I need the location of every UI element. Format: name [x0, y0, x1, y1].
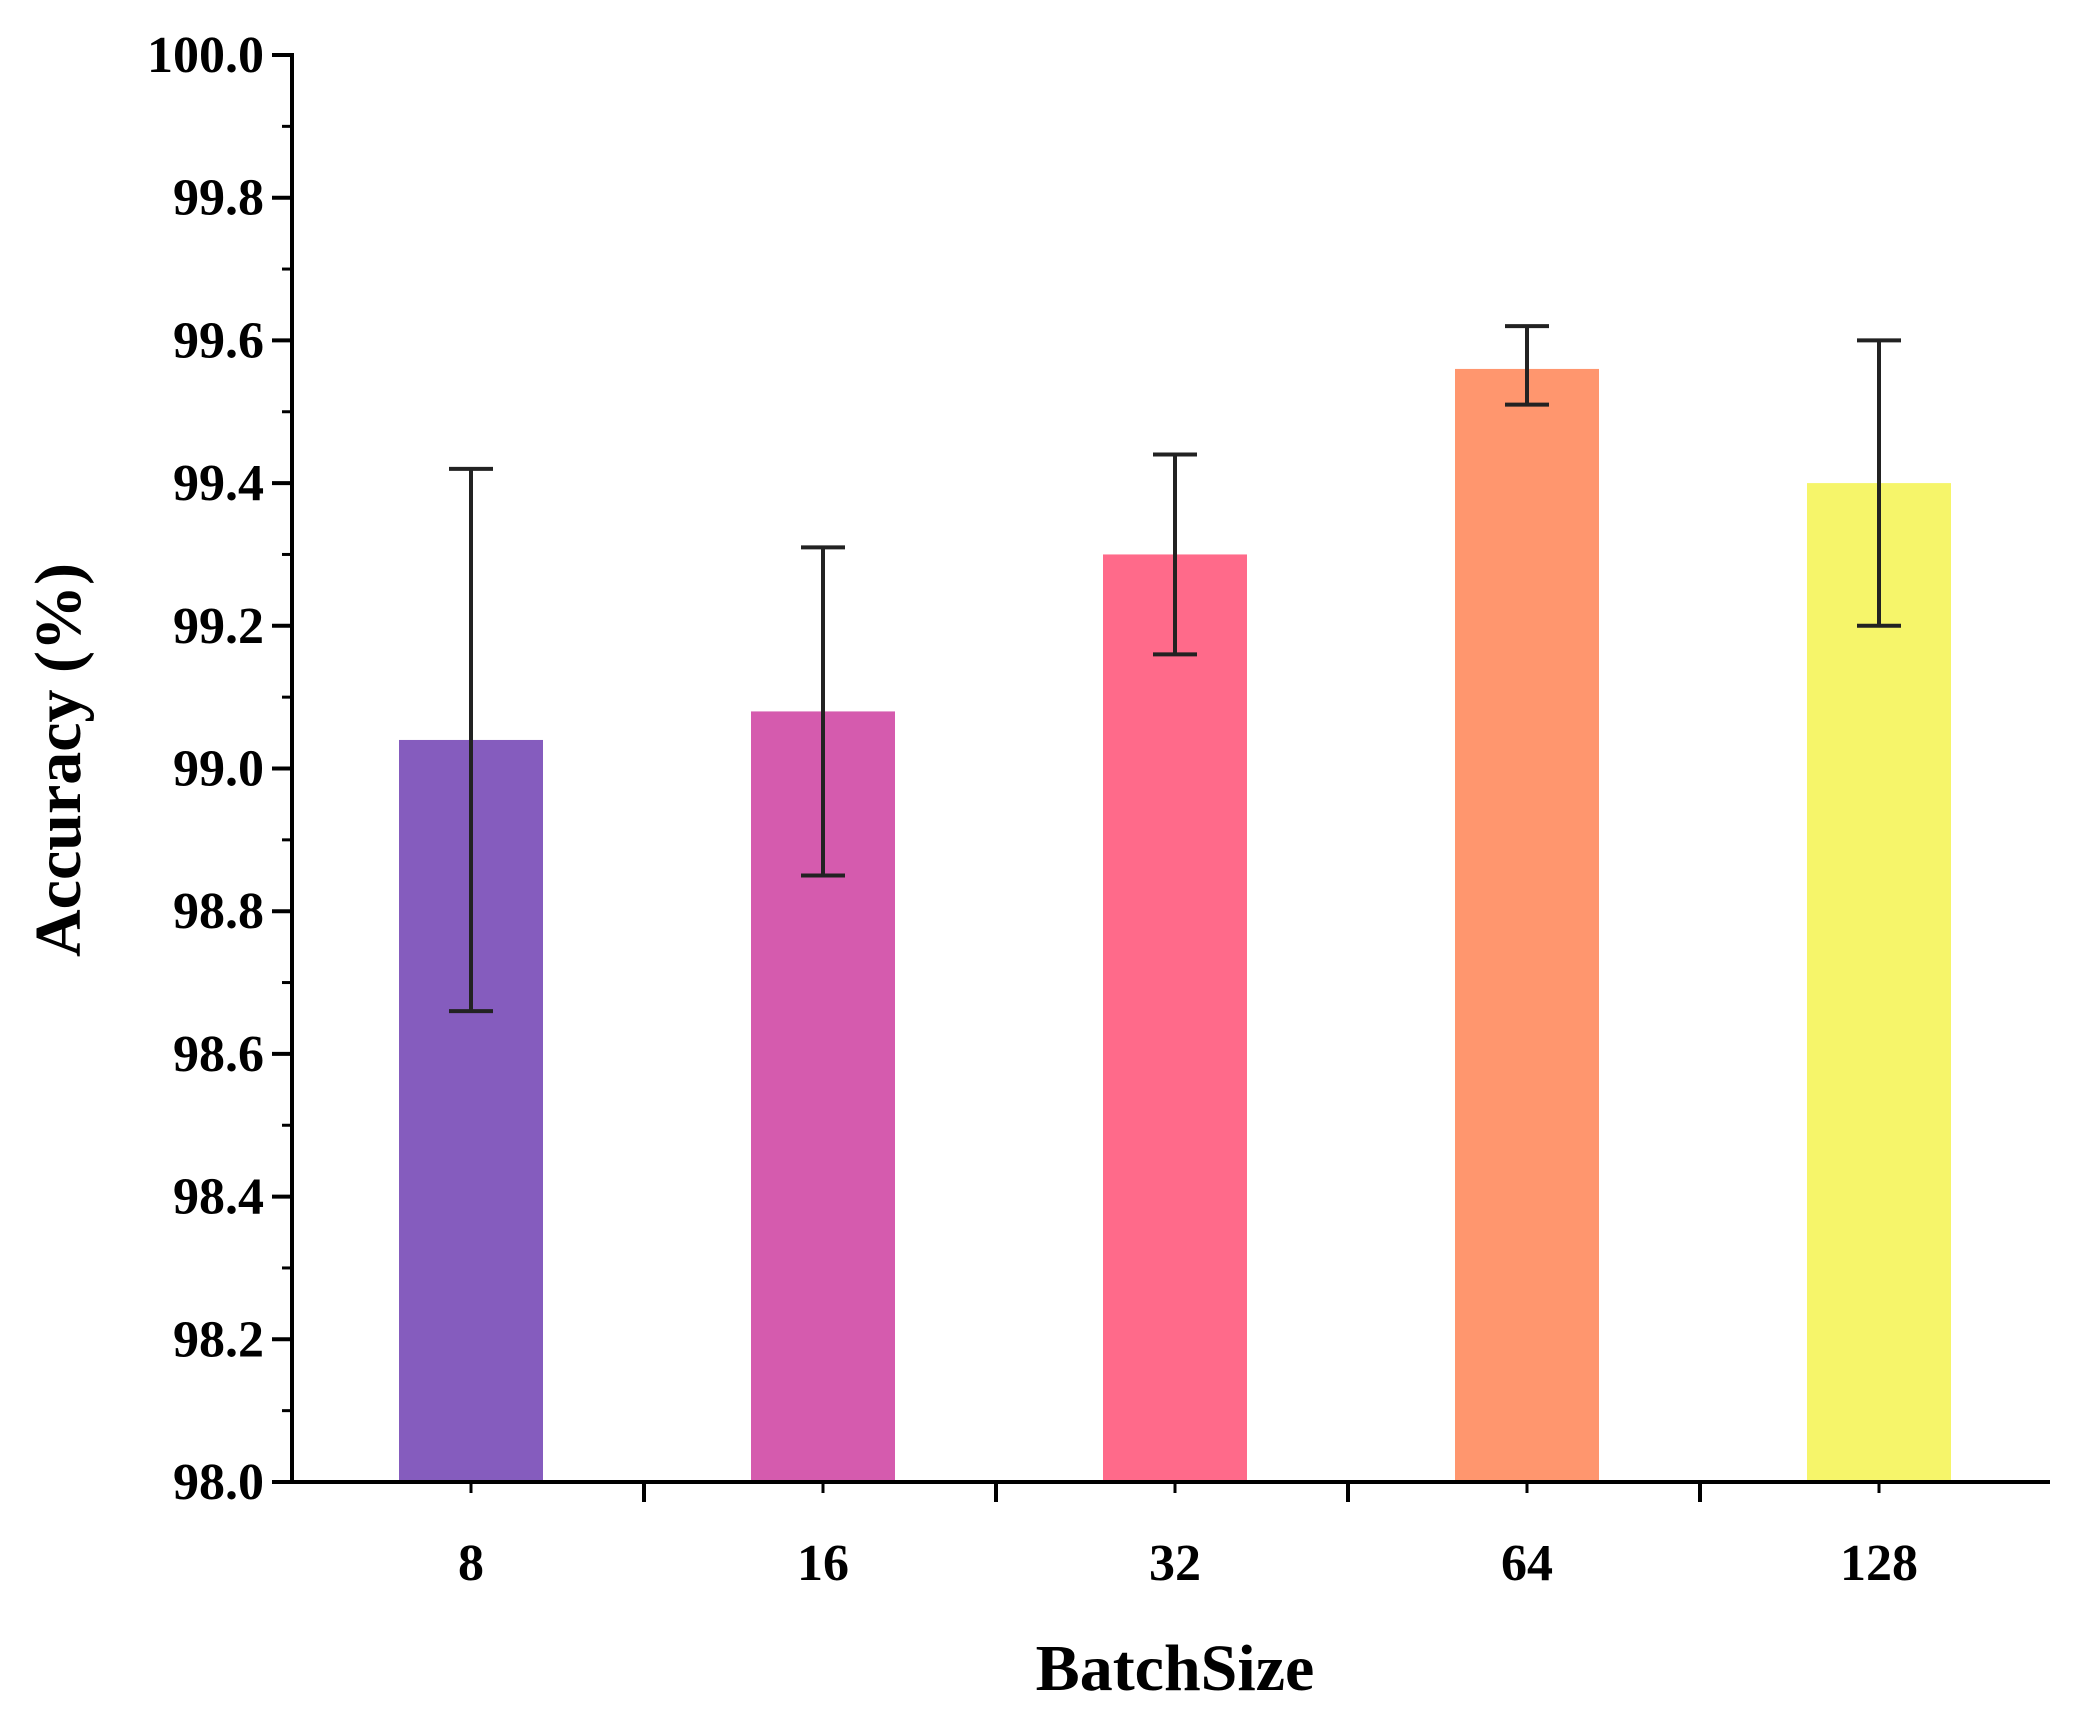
y-tick-label: 99.2 — [173, 598, 264, 655]
x-tick-label: 32 — [1149, 1535, 1201, 1592]
axes-layer — [272, 53, 2050, 1502]
y-tick-label: 98.6 — [173, 1026, 264, 1083]
error-bars-layer — [449, 324, 1901, 1014]
y-tick-label: 98.4 — [173, 1169, 264, 1226]
y-tick-label: 99.4 — [173, 455, 264, 512]
bar-64 — [1455, 368, 1599, 1483]
x-tick-label: 128 — [1840, 1535, 1918, 1592]
bar-32 — [1103, 554, 1247, 1482]
bar-128 — [1807, 483, 1951, 1483]
y-tick-label: 98.2 — [173, 1311, 264, 1368]
bars-layer — [399, 368, 1951, 1483]
error-bar-64 — [1505, 324, 1549, 407]
error-bar-32 — [1153, 452, 1197, 657]
y-tick-label: 100.0 — [147, 27, 264, 84]
error-bar-8 — [449, 466, 493, 1014]
y-tick-label: 99.0 — [173, 741, 264, 798]
y-tick-label: 99.8 — [173, 170, 264, 227]
error-bar-128 — [1857, 338, 1901, 628]
labels-layer: 98.0 98.2 98.4 98.6 98.8 99.0 99.2 99.4 99.6 99.8… — [147, 27, 1918, 1592]
error-bar-16 — [801, 545, 845, 878]
x-tick-label: 16 — [797, 1535, 849, 1592]
x-tick-label: 8 — [458, 1535, 484, 1592]
y-axis-title: Accuracy (%) — [22, 563, 95, 957]
y-tick-label: 98.8 — [173, 883, 264, 940]
y-tick-label: 99.6 — [173, 312, 264, 369]
x-axis-title: BatchSize — [1036, 1632, 1315, 1705]
y-tick-label: 98.0 — [173, 1454, 264, 1511]
x-tick-label: 64 — [1501, 1535, 1553, 1592]
